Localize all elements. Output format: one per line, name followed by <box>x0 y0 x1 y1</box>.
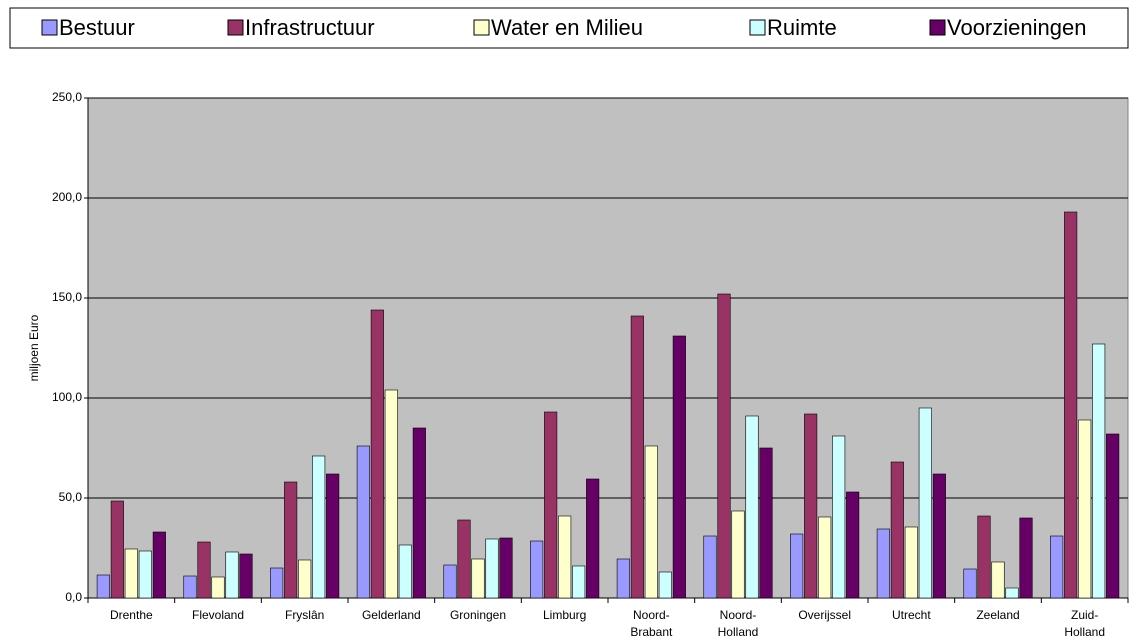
x-tick-label: Zeeland <box>976 608 1019 622</box>
legend-swatch <box>227 19 244 36</box>
bar <box>356 445 370 599</box>
bar <box>270 567 284 599</box>
legend-swatch <box>41 19 58 36</box>
bar <box>644 445 658 599</box>
bar <box>759 447 773 599</box>
legend-swatch <box>929 19 946 36</box>
bar <box>124 548 138 599</box>
x-tick-label: Flevoland <box>192 608 244 622</box>
bar <box>152 531 166 599</box>
bar <box>918 407 932 599</box>
bar <box>239 553 253 599</box>
bar <box>499 537 513 599</box>
bar <box>745 415 759 599</box>
bar <box>384 389 398 599</box>
x-tick-label: Limburg <box>543 608 586 622</box>
legend-swatch <box>473 19 490 36</box>
bar <box>818 516 832 599</box>
bar <box>672 335 686 599</box>
bar <box>846 491 860 599</box>
bar <box>225 551 239 599</box>
bar <box>1019 517 1033 599</box>
x-tick-label: Gelderland <box>362 608 421 622</box>
bar <box>96 574 110 599</box>
bar <box>1050 535 1064 599</box>
bar <box>443 564 457 599</box>
x-tick-label: Drenthe <box>110 608 153 622</box>
bar <box>471 558 485 599</box>
x-tick-label: Zuid-Holland <box>1064 608 1105 639</box>
bar <box>1078 419 1092 599</box>
y-tick-label: 150,0 <box>52 290 82 304</box>
plot-area <box>87 97 1129 599</box>
legend-swatch <box>749 19 766 36</box>
bar <box>616 558 630 599</box>
bar <box>298 559 312 599</box>
legend-label: Bestuur <box>59 15 135 40</box>
x-tick-label: Utrecht <box>892 608 931 622</box>
bar <box>876 528 890 599</box>
bar <box>804 413 818 599</box>
bar <box>1092 343 1106 599</box>
bar <box>572 565 586 599</box>
x-tick-label: Fryslân <box>285 608 324 622</box>
y-axis-label: miljoen Euro <box>27 314 41 381</box>
bar <box>197 541 211 599</box>
bar <box>991 561 1005 599</box>
bar <box>1064 211 1078 599</box>
bar <box>558 515 572 599</box>
bar <box>211 576 225 599</box>
legend-label: Water en Milieu <box>491 15 643 40</box>
y-tick-label: 0,0 <box>65 590 82 604</box>
bar <box>658 571 672 599</box>
bar <box>932 473 946 599</box>
bar <box>457 519 471 599</box>
bar <box>731 510 745 599</box>
y-tick-label: 250,0 <box>52 90 82 104</box>
bar <box>412 427 426 599</box>
bar <box>138 550 152 599</box>
bar <box>110 500 124 599</box>
bar <box>544 411 558 599</box>
y-tick-label: 100,0 <box>52 390 82 404</box>
x-tick-label: Groningen <box>450 608 506 622</box>
bar <box>370 309 384 599</box>
bar <box>1005 587 1019 599</box>
bar <box>963 568 977 599</box>
y-tick-label: 50,0 <box>59 490 83 504</box>
bar <box>717 293 731 599</box>
bar <box>586 478 600 599</box>
bar <box>630 315 644 599</box>
bar <box>398 544 412 599</box>
bar <box>530 540 544 599</box>
bar <box>284 481 298 599</box>
bar <box>832 435 846 599</box>
legend-label: Infrastructuur <box>245 15 375 40</box>
x-tick-label: Noord-Brabant <box>630 608 673 639</box>
legend-label: Ruimte <box>767 15 837 40</box>
y-tick-label: 200,0 <box>52 190 82 204</box>
bar <box>904 526 918 599</box>
x-tick-label: Overijssel <box>798 608 851 622</box>
bar <box>1106 433 1120 599</box>
bar <box>977 515 991 599</box>
legend-label: Voorzieningen <box>947 15 1086 40</box>
bar <box>890 461 904 599</box>
bar <box>312 455 326 599</box>
bar <box>703 535 717 599</box>
bar <box>326 473 340 599</box>
bar <box>485 538 499 599</box>
x-tick-label: Noord-Holland <box>718 608 759 639</box>
bar <box>790 533 804 599</box>
bar <box>183 575 197 599</box>
